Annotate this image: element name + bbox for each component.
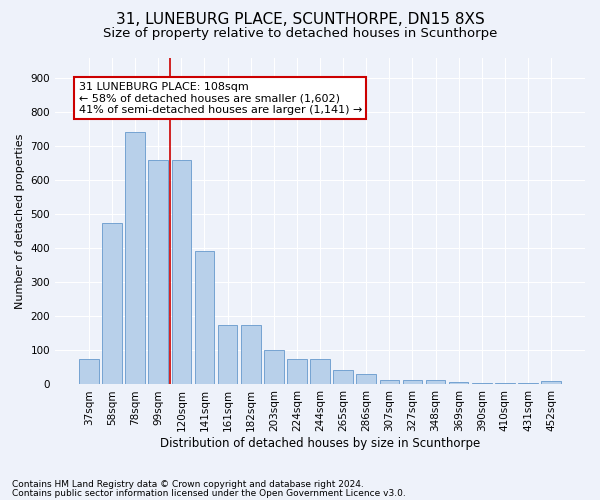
- Y-axis label: Number of detached properties: Number of detached properties: [15, 134, 25, 308]
- Bar: [194, 250, 214, 384]
- Bar: [472, 383, 491, 384]
- Bar: [218, 325, 238, 384]
- Bar: [334, 370, 353, 384]
- Bar: [172, 160, 191, 384]
- Bar: [310, 359, 330, 384]
- X-axis label: Distribution of detached houses by size in Scunthorpe: Distribution of detached houses by size …: [160, 437, 480, 450]
- Bar: [356, 374, 376, 384]
- Text: 31, LUNEBURG PLACE, SCUNTHORPE, DN15 8XS: 31, LUNEBURG PLACE, SCUNTHORPE, DN15 8XS: [116, 12, 484, 28]
- Bar: [403, 380, 422, 384]
- Bar: [264, 350, 284, 384]
- Bar: [102, 222, 122, 384]
- Text: Size of property relative to detached houses in Scunthorpe: Size of property relative to detached ho…: [103, 28, 497, 40]
- Bar: [241, 325, 260, 384]
- Bar: [125, 132, 145, 384]
- Text: Contains HM Land Registry data © Crown copyright and database right 2024.: Contains HM Land Registry data © Crown c…: [12, 480, 364, 489]
- Bar: [541, 381, 561, 384]
- Bar: [79, 359, 99, 384]
- Bar: [380, 380, 399, 384]
- Bar: [518, 383, 538, 384]
- Text: Contains public sector information licensed under the Open Government Licence v3: Contains public sector information licen…: [12, 488, 406, 498]
- Bar: [287, 359, 307, 384]
- Bar: [426, 380, 445, 384]
- Bar: [495, 383, 515, 384]
- Bar: [449, 382, 469, 384]
- Text: 31 LUNEBURG PLACE: 108sqm
← 58% of detached houses are smaller (1,602)
41% of se: 31 LUNEBURG PLACE: 108sqm ← 58% of detac…: [79, 82, 362, 115]
- Bar: [148, 160, 168, 384]
